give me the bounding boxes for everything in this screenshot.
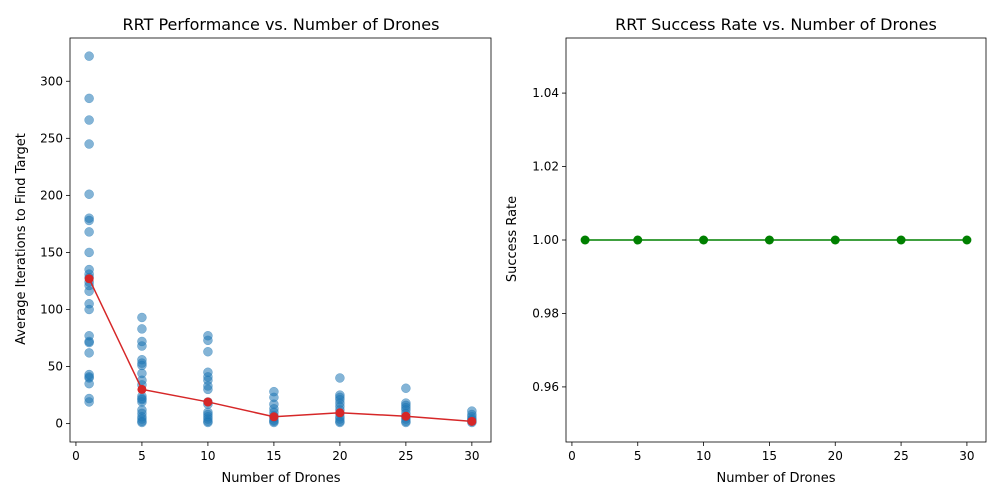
iterations-scatter-point [137, 312, 147, 323]
iterations-line-marker [84, 274, 94, 284]
iterations-line-marker [401, 411, 411, 421]
iterations-scatter-point [84, 139, 94, 149]
success-rate-line-marker [896, 235, 906, 245]
chart-iterations: RRT Performance vs. Number of Drones 0 5 1… [14, 15, 492, 486]
iterations-line-marker [269, 412, 279, 422]
success-rate-ytick-label: 1.00 [532, 233, 559, 247]
iterations-scatter-point [203, 417, 213, 428]
iterations-scatter-point [137, 324, 147, 334]
iterations-xtick-label: 10 [200, 449, 215, 463]
iterations-scatter-point [84, 286, 94, 296]
iterations-scatter-point [84, 51, 94, 61]
success-rate-line-marker [580, 235, 590, 245]
chart-iterations-ylabel: Average Iterations to Find Target [14, 133, 29, 345]
success-rate-xtick-label: 30 [959, 449, 974, 463]
success-rate-ytick-label: 0.98 [532, 306, 559, 320]
success-rate-line-marker [764, 235, 774, 245]
chart-iterations-title: RRT Performance vs. Number of Drones [123, 15, 440, 34]
success-rate-xtick-label: 5 [634, 449, 642, 463]
iterations-line-marker [203, 397, 213, 407]
chart-iterations-xlabel: Number of Drones [221, 471, 340, 486]
success-rate-line-marker [633, 235, 643, 245]
iterations-xtick-label: 0 [72, 449, 80, 463]
iterations-scatter-point [84, 304, 94, 315]
success-rate-line-marker [830, 235, 840, 245]
success-rate-ytick-label: 1.02 [532, 160, 559, 174]
iterations-line-marker [137, 384, 147, 394]
iterations-scatter-point [84, 397, 94, 407]
iterations-ytick-label: 0 [55, 417, 63, 431]
iterations-scatter-point [84, 93, 94, 104]
iterations-scatter-point [137, 417, 147, 428]
iterations-scatter-point [84, 215, 94, 226]
iterations-scatter-point [84, 337, 94, 348]
iterations-scatter-point [137, 397, 147, 407]
iterations-scatter-point [84, 348, 94, 358]
success-rate-line-marker [699, 235, 709, 245]
iterations-xtick-label: 25 [398, 449, 413, 463]
iterations-scatter-point [335, 417, 345, 428]
success-rate-xtick-label: 25 [893, 449, 908, 463]
success-rate-ytick-label: 1.04 [532, 86, 559, 100]
success-rate-ytick-label: 0.96 [532, 380, 559, 394]
iterations-xtick-label: 30 [464, 449, 479, 463]
iterations-scatter-point [203, 346, 213, 357]
chart-success-rate-xlabel: Number of Drones [716, 471, 835, 486]
iterations-xtick-label: 5 [138, 449, 146, 463]
iterations-scatter-point [84, 378, 94, 389]
iterations-scatter-point [84, 115, 94, 125]
iterations-scatter-point [203, 335, 213, 346]
iterations-ytick-label: 150 [40, 245, 63, 259]
iterations-scatter-point [137, 360, 147, 371]
chart-success-rate-title: RRT Success Rate vs. Number of Drones [615, 15, 937, 34]
iterations-line-marker [467, 416, 477, 426]
iterations-ytick-label: 200 [40, 188, 63, 202]
iterations-ytick-label: 300 [40, 74, 63, 88]
chart-success-rate-ylabel: Success Rate [505, 196, 520, 282]
iterations-xtick-label: 20 [332, 449, 347, 463]
iterations-scatter-point [335, 373, 345, 383]
success-rate-line-marker [962, 235, 972, 245]
chart-success-rate-axes: 0 5 10 15 20 25 30 0.96 0.98 1.00 1.02 1.04 [532, 37, 987, 463]
iterations-scatter-point [137, 341, 147, 351]
iterations-line-marker [335, 408, 345, 418]
iterations-scatter-point [84, 227, 94, 237]
iterations-scatter-point [203, 384, 213, 395]
iterations-frame [69, 37, 492, 443]
iterations-xtick-label: 15 [266, 449, 281, 463]
iterations-ytick-label: 50 [48, 360, 63, 374]
chart-success-rate-marks [580, 235, 972, 245]
iterations-ytick-label: 100 [40, 303, 63, 317]
success-rate-xtick-label: 15 [762, 449, 777, 463]
iterations-scatter-point [84, 247, 94, 258]
iterations-ytick-label: 250 [40, 131, 63, 145]
chart-iterations-marks [84, 51, 477, 428]
success-rate-xtick-label: 10 [696, 449, 711, 463]
success-rate-xtick-label: 0 [568, 449, 576, 463]
iterations-scatter-point [401, 383, 411, 393]
success-rate-xtick-label: 20 [828, 449, 843, 463]
iterations-scatter-point [84, 189, 94, 199]
chart-success-rate: RRT Success Rate vs. Number of Drones 0 5… [505, 15, 987, 486]
